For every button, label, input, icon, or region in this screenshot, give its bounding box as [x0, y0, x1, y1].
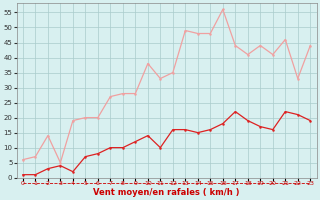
X-axis label: Vent moyen/en rafales ( km/h ): Vent moyen/en rafales ( km/h )	[93, 188, 240, 197]
